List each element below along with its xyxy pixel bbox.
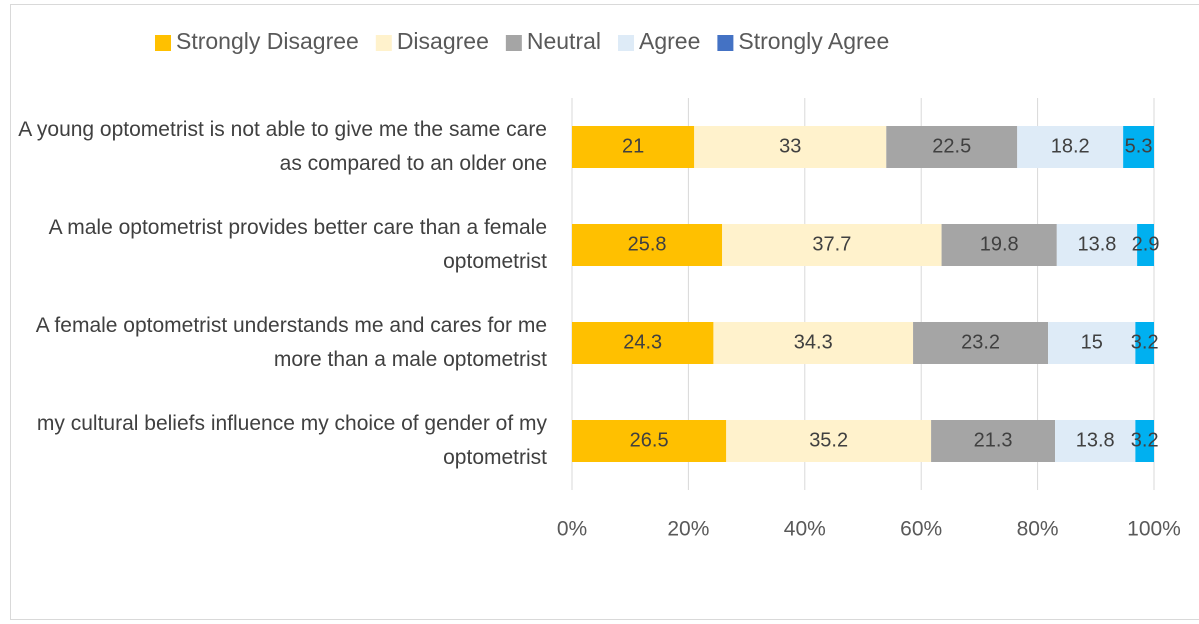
bar-segment bbox=[694, 126, 887, 168]
bar-segment bbox=[1056, 224, 1138, 266]
legend-swatch bbox=[618, 35, 635, 51]
bar-segment bbox=[1135, 322, 1154, 364]
category-label: my cultural beliefs influence my choice … bbox=[36, 412, 547, 469]
data-label: 3.2 bbox=[1131, 429, 1159, 451]
data-label: 25.8 bbox=[628, 233, 667, 255]
bar-segment bbox=[1055, 420, 1136, 462]
category-label: A young optometrist is not able to give … bbox=[18, 118, 547, 175]
legend-label: Neutral bbox=[527, 28, 601, 54]
bar-segment bbox=[572, 322, 714, 364]
bar-segment bbox=[1123, 126, 1154, 168]
bar-segment bbox=[572, 126, 695, 168]
data-label: 5.3 bbox=[1125, 135, 1153, 157]
category-label: A male optometrist provides better care … bbox=[48, 216, 547, 273]
data-label: 33 bbox=[779, 135, 801, 157]
data-label: 24.3 bbox=[623, 331, 662, 353]
bar-segment bbox=[913, 322, 1049, 364]
bar-segment bbox=[931, 420, 1056, 462]
data-label: 37.7 bbox=[812, 233, 851, 255]
data-label: 23.2 bbox=[961, 331, 1000, 353]
data-label: 13.8 bbox=[1076, 429, 1115, 451]
data-label: 2.9 bbox=[1132, 233, 1160, 255]
bar-segment bbox=[713, 322, 914, 364]
data-label: 3.2 bbox=[1131, 331, 1159, 353]
data-label: 35.2 bbox=[809, 429, 848, 451]
data-label: 21.3 bbox=[974, 429, 1013, 451]
legend-swatch bbox=[155, 35, 171, 51]
bar-segment bbox=[1048, 322, 1136, 364]
bar-segment bbox=[941, 224, 1057, 266]
data-label: 15 bbox=[1081, 331, 1103, 353]
legend-swatch bbox=[375, 35, 392, 51]
data-label: 19.8 bbox=[980, 233, 1019, 255]
legend-label: Disagree bbox=[397, 28, 489, 54]
x-tick-label: 100% bbox=[1127, 518, 1181, 541]
bar-segment bbox=[722, 224, 942, 266]
bar-segment bbox=[1137, 224, 1154, 266]
bar-segment bbox=[886, 126, 1018, 168]
legend-label: Strongly Disagree bbox=[176, 28, 359, 54]
data-label: 18.2 bbox=[1051, 135, 1090, 157]
bar-segment bbox=[726, 420, 932, 462]
data-label: 26.5 bbox=[630, 429, 669, 451]
legend-swatch bbox=[717, 35, 734, 51]
x-tick-label: 0% bbox=[557, 518, 587, 541]
data-label: 22.5 bbox=[932, 135, 971, 157]
x-tick-label: 80% bbox=[1017, 518, 1059, 541]
data-label: 13.8 bbox=[1077, 233, 1116, 255]
legend-swatch bbox=[505, 35, 522, 51]
bar-segment bbox=[572, 224, 723, 266]
x-tick-label: 40% bbox=[784, 518, 826, 541]
bar-segment bbox=[1017, 126, 1124, 168]
x-tick-label: 60% bbox=[900, 518, 942, 541]
data-label: 34.3 bbox=[794, 331, 833, 353]
bar-segment bbox=[572, 420, 727, 462]
bar-segment bbox=[1135, 420, 1154, 462]
legend-label: Strongly Agree bbox=[738, 28, 889, 54]
category-label: A female optometrist understands me and … bbox=[35, 314, 547, 371]
legend-label: Agree bbox=[639, 28, 700, 54]
chart-border bbox=[10, 4, 1199, 620]
x-tick-label: 20% bbox=[667, 518, 709, 541]
data-label: 21 bbox=[622, 135, 644, 157]
